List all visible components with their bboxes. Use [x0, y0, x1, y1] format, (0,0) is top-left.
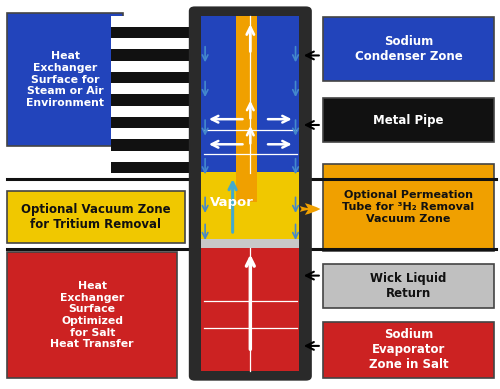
Bar	[110, 95, 194, 106]
Bar	[201, 248, 300, 371]
Bar	[201, 172, 300, 239]
FancyBboxPatch shape	[7, 252, 177, 378]
Bar	[110, 27, 194, 38]
FancyBboxPatch shape	[7, 13, 123, 146]
Bar	[110, 162, 194, 173]
FancyBboxPatch shape	[7, 191, 185, 243]
Bar	[110, 83, 194, 95]
Bar	[201, 16, 300, 173]
Bar	[110, 151, 194, 162]
Bar	[201, 16, 300, 371]
Text: Heat
Exchanger
Surface
Optimized
for Salt
Heat Transfer: Heat Exchanger Surface Optimized for Sal…	[50, 281, 134, 349]
FancyBboxPatch shape	[323, 322, 494, 378]
Bar	[110, 16, 194, 27]
Text: Sodium
Condenser Zone: Sodium Condenser Zone	[354, 35, 463, 63]
Bar	[110, 117, 194, 128]
Text: Optional Vacuum Zone
for Tritium Removal: Optional Vacuum Zone for Tritium Removal	[21, 203, 171, 231]
Bar	[110, 128, 194, 140]
FancyBboxPatch shape	[189, 6, 312, 381]
Text: Optional Permeation
Tube for ³H₂ Removal
Vacuum Zone: Optional Permeation Tube for ³H₂ Removal…	[342, 191, 474, 224]
FancyBboxPatch shape	[323, 164, 494, 251]
FancyBboxPatch shape	[323, 17, 494, 81]
Bar	[110, 61, 194, 72]
Bar	[236, 16, 256, 202]
Bar	[110, 140, 194, 151]
FancyBboxPatch shape	[323, 98, 494, 142]
Bar	[110, 72, 194, 83]
Text: Metal Pipe: Metal Pipe	[373, 114, 444, 127]
Text: Wick Liquid
Return: Wick Liquid Return	[370, 272, 446, 300]
FancyBboxPatch shape	[323, 264, 494, 308]
Text: Vapor: Vapor	[210, 196, 254, 209]
Text: Heat
Exchanger
Surface for
Steam or Air
Environment: Heat Exchanger Surface for Steam or Air …	[26, 51, 104, 108]
Bar	[110, 49, 194, 61]
Bar	[110, 106, 194, 117]
Text: Sodium
Evaporator
Zone in Salt: Sodium Evaporator Zone in Salt	[368, 328, 448, 371]
Bar	[110, 38, 194, 49]
